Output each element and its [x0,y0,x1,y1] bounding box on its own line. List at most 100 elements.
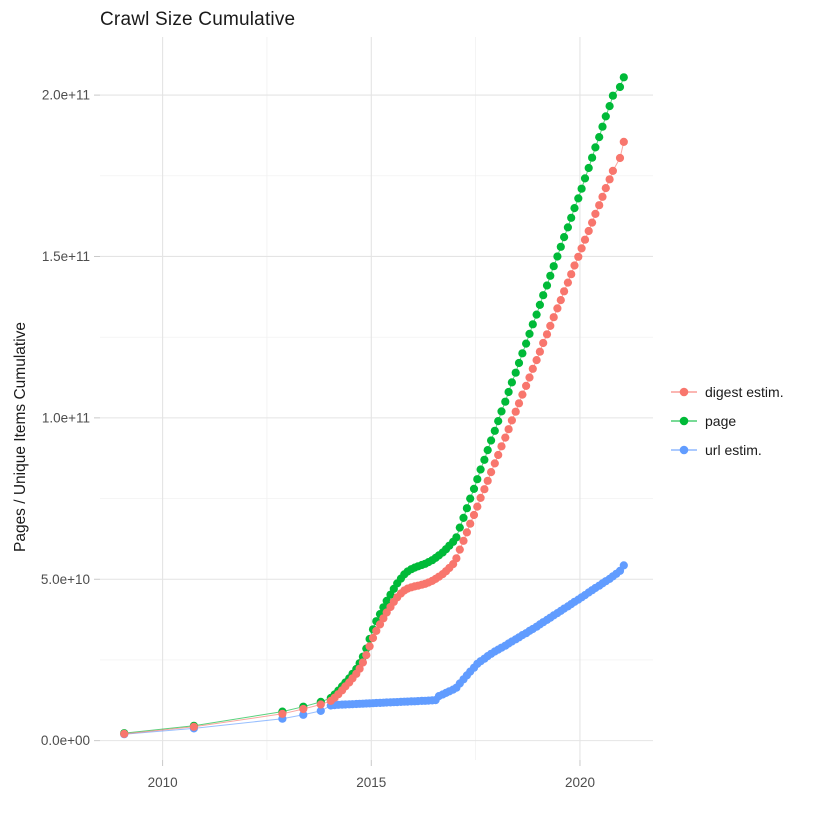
data-point [528,320,537,329]
data-point [355,664,364,673]
chart-title: Crawl Size Cumulative [100,9,296,30]
data-point [556,242,565,251]
legend-label: page [705,413,736,429]
series-url-estim [120,561,628,739]
legend-key-point [679,387,689,397]
x-tick-label: 2015 [356,775,386,790]
data-point [560,233,569,242]
legend-label: digest estim. [705,384,784,400]
data-point [316,706,325,716]
data-point [476,493,485,502]
data-point [567,270,576,279]
data-point [619,561,628,570]
data-point [278,709,287,718]
legend-item-digest-estim: digest estim. [671,384,784,400]
data-point [567,213,576,222]
data-point [299,704,308,714]
data-point [556,296,565,305]
data-point [580,235,590,244]
data-point [459,536,468,545]
data-point [563,278,573,287]
data-point [511,407,520,416]
data-point [577,244,586,253]
data-point [497,442,506,451]
data-point [455,545,464,554]
data-point [494,417,503,426]
legend-item-page: page [671,413,736,429]
data-point [574,194,583,203]
data-point [605,175,614,184]
data-point [469,510,479,520]
data-point [490,426,499,435]
data-point [608,166,618,175]
data-point [532,310,541,319]
data-point [549,313,558,322]
data-point [608,91,618,100]
data-point [615,153,625,163]
data-point [452,533,461,542]
data-point [584,226,593,236]
data-point [591,143,600,152]
data-point [553,252,562,261]
data-point [518,349,527,358]
data-point [601,112,610,121]
data-point [466,494,475,503]
y-axis-title: Pages / Unique Items Cumulative [12,321,29,553]
data-point [535,300,545,309]
gridlines-major [100,37,653,760]
data-point [522,339,531,348]
data-point [368,633,378,643]
data-point [490,459,499,468]
data-point [375,620,385,629]
data-point [539,291,548,300]
data-point [507,416,516,425]
data-point [487,468,496,477]
data-point [588,153,597,162]
axes: 2010 2015 2020 0.0e+00 5.0e+10 1.0e+11 1.5e+11… [41,88,595,790]
data-point [546,271,555,280]
data-point [494,450,503,460]
data-point [598,192,607,201]
x-tick-label: 2010 [148,775,178,790]
data-point [525,373,534,382]
y-tick-label: 1.5e+11 [42,249,90,264]
data-point [473,475,482,484]
data-point [574,252,583,261]
data-point [619,137,628,146]
data-point [483,446,492,455]
data-point [588,218,597,227]
data-point [535,347,545,356]
series-line-url-estim [124,565,625,735]
data-point [577,184,586,193]
y-tick-label: 5.0e+10 [41,572,90,587]
data-point [619,73,628,82]
data-point [189,722,198,731]
legend-key-point [679,416,689,426]
data-point [501,397,510,406]
data-point [459,513,468,523]
data-point [601,184,610,193]
data-point [570,204,579,213]
data-point [595,133,604,142]
series-line-digest-estim [124,141,625,735]
data-point [473,502,482,511]
data-point [497,407,506,416]
data-point [507,378,516,387]
data-point [542,281,552,290]
data-point [358,658,367,667]
data-point [605,102,614,111]
gridlines-minor [100,37,653,760]
data-point [615,82,625,92]
legend: digest estim. page url estim. [671,384,784,458]
data-point [514,358,524,368]
series-digest-estim [120,137,628,739]
legend-item-url-estim: url estim. [671,442,762,458]
data-point [480,485,489,494]
data-point [452,554,461,563]
data-point [299,710,308,719]
legend-label: url estim. [705,442,762,458]
data-point [504,387,513,397]
data-point [595,201,604,210]
